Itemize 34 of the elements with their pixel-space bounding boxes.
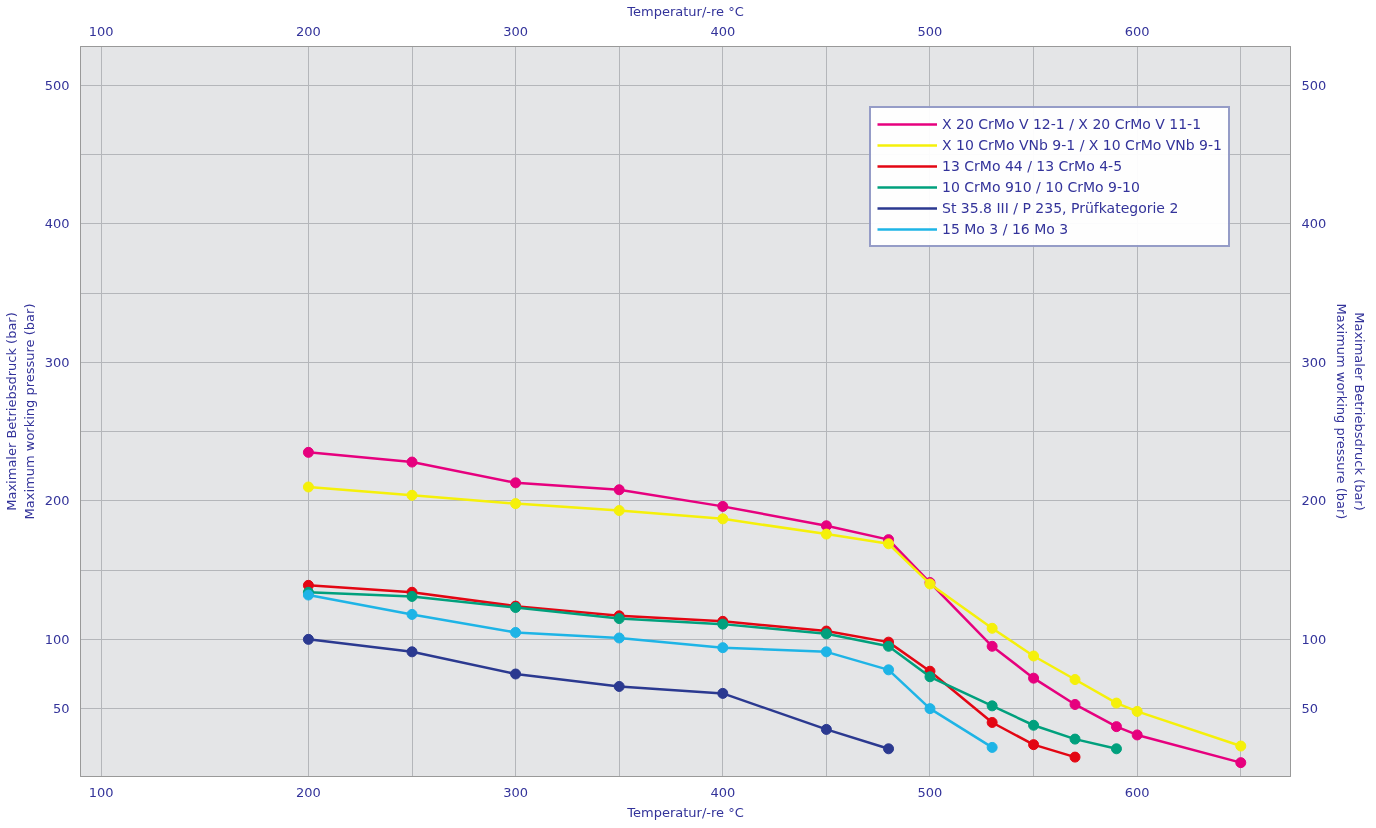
x-tick-label: 400 bbox=[710, 23, 736, 39]
y2-tick-label: 500 bbox=[1301, 77, 1327, 93]
legend-label: 15 Mo 3 / 16 Mo 3 bbox=[942, 221, 1069, 237]
y-tick-label: 50 bbox=[52, 701, 70, 717]
x2-tick-label: 100 bbox=[88, 784, 114, 800]
x-tick-label: 600 bbox=[1124, 23, 1150, 39]
y-tick-label: 200 bbox=[44, 493, 70, 509]
x2-tick-label: 500 bbox=[917, 784, 943, 800]
x2-tick-label: 200 bbox=[296, 784, 321, 800]
y-tick-label: 500 bbox=[44, 77, 70, 93]
legend-label: St 35.8 III / P 235, Prüfkategorie 2 bbox=[942, 200, 1179, 216]
y-tick-label: 400 bbox=[44, 216, 70, 232]
x-tick-label: 200 bbox=[296, 23, 321, 39]
y2-tick-label: 400 bbox=[1301, 216, 1327, 232]
x2-tick-label: 400 bbox=[710, 784, 736, 800]
x2-axis-title: Temperatur/-re °C bbox=[626, 3, 744, 19]
x-tick-label: 100 bbox=[88, 23, 114, 39]
y2-tick-label: 50 bbox=[1301, 701, 1319, 717]
y-tick-label: 300 bbox=[44, 354, 70, 370]
x-tick-label: 500 bbox=[917, 23, 943, 39]
legend-label: 10 CrMo 910 / 10 CrMo 9-10 bbox=[942, 179, 1140, 195]
legend-label: X 20 CrMo V 12-1 / X 20 CrMo V 11-1 bbox=[942, 116, 1202, 132]
x-axis-title: Temperatur/-re °C bbox=[626, 804, 744, 820]
legend-label: 13 CrMo 44 / 13 CrMo 4-5 bbox=[942, 158, 1123, 174]
y-tick-label: 100 bbox=[44, 631, 70, 647]
y2-axis-title: Maximaler Betriebsdruck (bar) Maximum working pressure (bar) bbox=[1334, 303, 1368, 520]
x2-tick-label: 300 bbox=[503, 784, 529, 800]
legend-label: X 10 CrMo VNb 9-1 / X 10 CrMo VNb 9-1 bbox=[942, 137, 1222, 153]
y2-tick-label: 200 bbox=[1301, 493, 1327, 509]
x-tick-label: 300 bbox=[503, 23, 529, 39]
x2-tick-label: 600 bbox=[1124, 784, 1150, 800]
y2-tick-label: 100 bbox=[1301, 631, 1327, 647]
y2-tick-label: 300 bbox=[1301, 354, 1327, 370]
y-axis-title: Maximaler Betriebsdruck (bar) Maximum working pressure (bar) bbox=[3, 303, 37, 520]
